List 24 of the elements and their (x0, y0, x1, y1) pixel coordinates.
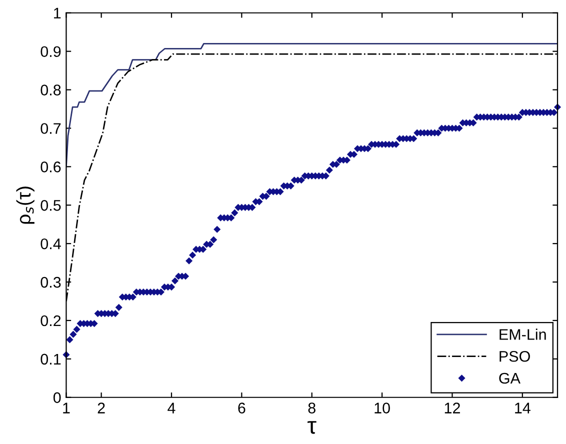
y-tick-label: 0.8 (40, 84, 61, 96)
x-axis-title: τ (308, 421, 316, 434)
x-tick-label: 8 (308, 402, 316, 414)
y-tick-label: 0.7 (40, 123, 61, 134)
legend-label: GA (499, 372, 520, 384)
y-tick-label: 0.6 (40, 162, 61, 172)
y-tick-label: 0.2 (40, 315, 61, 326)
y-tick-label: 0.4 (40, 238, 61, 250)
legend-label: PSO (500, 350, 530, 362)
x-tick-label: 2 (98, 402, 105, 414)
y-tick-label: 0 (53, 392, 61, 404)
x-tick-label: 4 (168, 402, 176, 414)
x-tick-label: 6 (238, 402, 246, 414)
y-axis-title: ρ$_{s}$(τ) (16, 186, 34, 224)
y-tick-label: 0.9 (40, 46, 61, 58)
y-tick-label: 0.3 (40, 276, 61, 288)
x-tick-label: 10 (374, 402, 390, 414)
y-tick-label: 0.5 (40, 200, 61, 211)
x-tick-label: 12 (444, 402, 460, 414)
y-tick-label: 0.1 (40, 354, 61, 365)
x-tick-label: 1 (63, 402, 70, 414)
y-tick-label: 1 (54, 8, 61, 18)
legend-label: EM-Lin (500, 328, 546, 340)
x-tick-label: 14 (515, 402, 530, 414)
